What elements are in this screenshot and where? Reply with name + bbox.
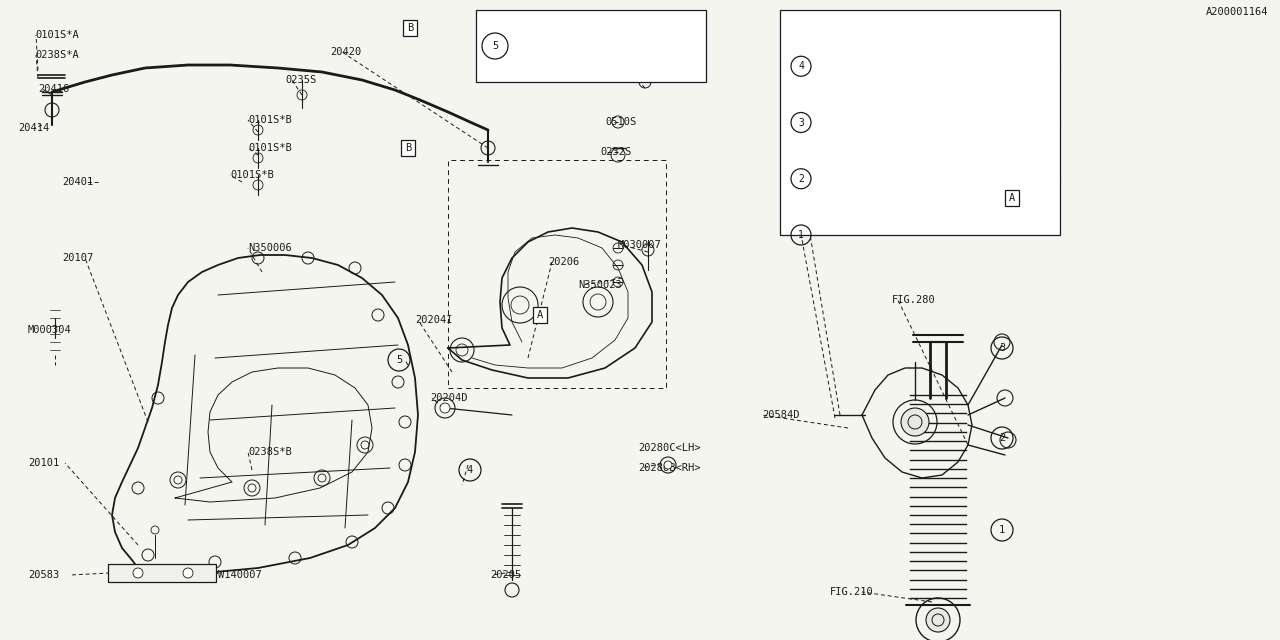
Text: 0510S: 0510S (605, 117, 636, 127)
Text: 20568: 20568 (826, 104, 858, 113)
Text: (0712- ): (0712- ) (931, 188, 980, 198)
Circle shape (664, 461, 672, 469)
Text: ( -0712): ( -0712) (931, 216, 980, 226)
Circle shape (925, 608, 950, 632)
Text: M000362: M000362 (518, 23, 563, 33)
Bar (403, 20, 417, 36)
Text: ( -0902): ( -0902) (628, 59, 678, 69)
Bar (108, 564, 216, 582)
Bar (532, 307, 547, 323)
Text: 20280B<RH>: 20280B<RH> (637, 463, 700, 473)
Text: 4: 4 (467, 465, 474, 475)
Text: 4: 4 (797, 61, 804, 71)
Text: M370009: M370009 (826, 19, 869, 29)
Text: 2: 2 (797, 173, 804, 184)
Text: (0902- ): (0902- ) (628, 23, 678, 33)
Text: 0101S*B: 0101S*B (248, 143, 292, 153)
Text: (0712- ): (0712- ) (931, 132, 980, 141)
Text: 0101S*A: 0101S*A (35, 30, 79, 40)
Text: 20584D: 20584D (762, 410, 800, 420)
Text: A: A (536, 310, 543, 320)
Text: N380008: N380008 (826, 76, 869, 85)
Text: ( -0712): ( -0712) (931, 160, 980, 170)
Text: 0101S*B: 0101S*B (248, 115, 292, 125)
Bar (401, 140, 415, 156)
Text: 3: 3 (998, 343, 1005, 353)
Text: 5: 5 (396, 355, 402, 365)
Text: 20107: 20107 (61, 253, 93, 263)
Text: 1: 1 (797, 230, 804, 240)
Text: 20204I: 20204I (415, 315, 453, 325)
Text: 0238S*B: 0238S*B (248, 447, 292, 457)
Text: M660036: M660036 (826, 216, 869, 226)
Text: N350023: N350023 (579, 280, 622, 290)
Text: 20202A<LH>: 20202A<LH> (790, 135, 852, 145)
Text: 20202 <RH>: 20202 <RH> (790, 157, 852, 167)
Text: 20204D: 20204D (430, 393, 467, 403)
Text: 20280C<LH>: 20280C<LH> (637, 443, 700, 453)
Text: 20416: 20416 (38, 84, 69, 94)
Text: 5: 5 (492, 41, 498, 51)
Text: B: B (404, 143, 411, 153)
Text: 20101: 20101 (28, 458, 59, 468)
Text: 0235S: 0235S (635, 75, 667, 85)
Text: (0712- ): (0712- ) (931, 76, 980, 85)
Bar (448, 160, 666, 388)
Text: 3: 3 (797, 118, 804, 127)
Text: ( -0712): ( -0712) (931, 104, 980, 113)
Text: M000264: M000264 (518, 59, 563, 69)
Text: 20401: 20401 (61, 177, 93, 187)
Circle shape (133, 568, 143, 578)
Text: M000334: M000334 (826, 132, 869, 141)
Text: 20420: 20420 (330, 47, 361, 57)
Text: N350006: N350006 (248, 243, 292, 253)
Text: 0235S: 0235S (285, 75, 316, 85)
Text: A200001164: A200001164 (1206, 7, 1268, 17)
Text: W140007: W140007 (218, 570, 261, 580)
Text: M00006: M00006 (782, 197, 819, 207)
Text: ( -0901): ( -0901) (931, 47, 980, 57)
Circle shape (440, 403, 451, 413)
Text: FIG.210: FIG.210 (829, 587, 874, 597)
Text: 0101S*B: 0101S*B (230, 170, 274, 180)
Text: 0238S*A: 0238S*A (35, 50, 79, 60)
Text: 2: 2 (998, 433, 1005, 443)
Text: 0232S: 0232S (600, 147, 631, 157)
Text: A: A (1009, 193, 1015, 203)
Text: M000304: M000304 (28, 325, 72, 335)
Text: (0902- ): (0902- ) (931, 19, 980, 29)
Text: B: B (407, 23, 413, 33)
Text: FIG.280: FIG.280 (892, 295, 936, 305)
Bar (476, 10, 707, 82)
Circle shape (901, 408, 929, 436)
Circle shape (183, 568, 193, 578)
Text: 1: 1 (998, 525, 1005, 535)
Bar (780, 10, 1060, 235)
Text: 20583: 20583 (28, 570, 59, 580)
Text: 20414: 20414 (18, 123, 49, 133)
Text: M660038: M660038 (826, 188, 869, 198)
Text: 20205: 20205 (490, 570, 521, 580)
Text: M030007: M030007 (618, 240, 662, 250)
Text: 20206: 20206 (548, 257, 580, 267)
Text: FRONT: FRONT (590, 58, 623, 68)
Bar (1005, 190, 1019, 206)
Text: 20578H: 20578H (826, 160, 864, 170)
Text: M370006: M370006 (826, 47, 869, 57)
